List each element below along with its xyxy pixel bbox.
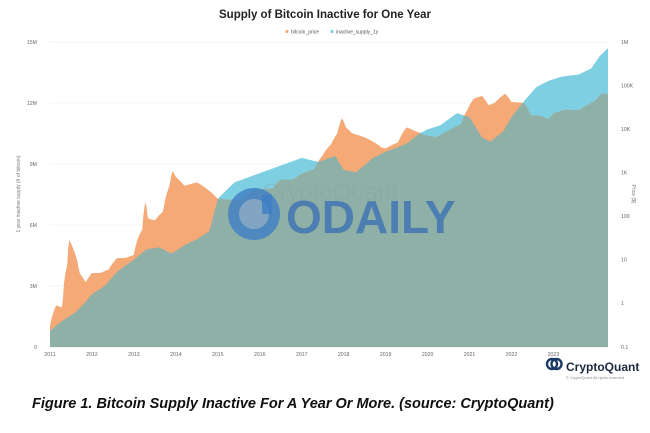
- x-tick-label: 2011: [44, 352, 55, 358]
- legend-label-price: bitcoin_price: [291, 29, 319, 35]
- y-tick-label-left: 12M: [27, 101, 37, 107]
- legend-item-price: bitcoin_price: [285, 29, 319, 35]
- y-tick-label-right: 100K: [621, 83, 634, 89]
- x-tick-label: 2021: [464, 352, 476, 358]
- source-logo-text: CryptoQuant: [566, 360, 639, 374]
- y-tick-label-left: 0: [34, 345, 37, 351]
- y-axis-title-right: Price ($): [630, 185, 636, 204]
- x-tick-label: 2017: [296, 352, 308, 358]
- x-tick-label: 2022: [506, 352, 518, 358]
- y-tick-label-left: 15M: [27, 40, 37, 46]
- x-tick-label: 2019: [380, 352, 392, 358]
- y-tick-label-left: 6M: [30, 223, 37, 229]
- y-tick-label-right: 10K: [621, 127, 631, 133]
- area-overlap: [50, 93, 608, 348]
- legend-item-supply: inactive_supply_1y: [330, 29, 379, 35]
- chart-title: Supply of Bitcoin Inactive for One Year: [219, 9, 431, 21]
- y-axis-title-left: 1 year inactive supply (# of bitcoin): [16, 155, 22, 232]
- x-tick-label: 2015: [212, 352, 224, 358]
- y-tick-label-right: 100: [621, 214, 630, 220]
- y-tick-label-right: 1M: [621, 40, 628, 46]
- legend-swatch-supply: [330, 29, 334, 34]
- odaily-logo-hole: [239, 199, 269, 229]
- x-tick-label: 2018: [338, 352, 350, 358]
- odaily-logo-gap: [262, 195, 272, 214]
- x-tick-label: 2012: [86, 352, 98, 358]
- x-tick-label: 2013: [128, 352, 140, 358]
- y-tick-label-right: 10: [621, 258, 627, 264]
- x-tick-label: 2023: [548, 352, 560, 358]
- x-tick-label: 2016: [254, 352, 266, 358]
- y-tick-label-left: 9M: [30, 162, 37, 168]
- watermark: CryptoQuant: [262, 179, 398, 206]
- y-tick-label-left: 3M: [30, 284, 37, 290]
- source-logo: CryptoQuant © CryptoQuant All rights res…: [545, 357, 639, 380]
- source-copyright: © CryptoQuant All rights reserved.: [566, 375, 625, 380]
- x-tick-label: 2014: [170, 352, 182, 358]
- figure-caption: Figure 1. Bitcoin Supply Inactive For A …: [32, 396, 554, 412]
- legend-swatch-price: [285, 29, 289, 34]
- chart: Supply of Bitcoin Inactive for One Year …: [16, 9, 639, 380]
- x-tick-label: 2020: [422, 352, 434, 358]
- plot-areas: [50, 48, 608, 348]
- axes: 0 3M 6M 9M 12M 15M 1M 100K 10K 1K 100 10 1 0.1 2011 201…: [27, 40, 634, 358]
- cryptoquant-logo-icon: [545, 357, 563, 371]
- legend-label-supply: inactive_supply_1y: [336, 29, 379, 35]
- y-tick-label-right: 0.1: [621, 345, 628, 351]
- y-tick-label-right: 1: [621, 301, 624, 307]
- legend: bitcoin_price inactive_supply_1y: [285, 29, 379, 35]
- odaily-logo: ODAILY: [228, 188, 456, 243]
- odaily-logo-text: ODAILY: [286, 191, 456, 243]
- y-tick-label-right: 1K: [621, 171, 628, 177]
